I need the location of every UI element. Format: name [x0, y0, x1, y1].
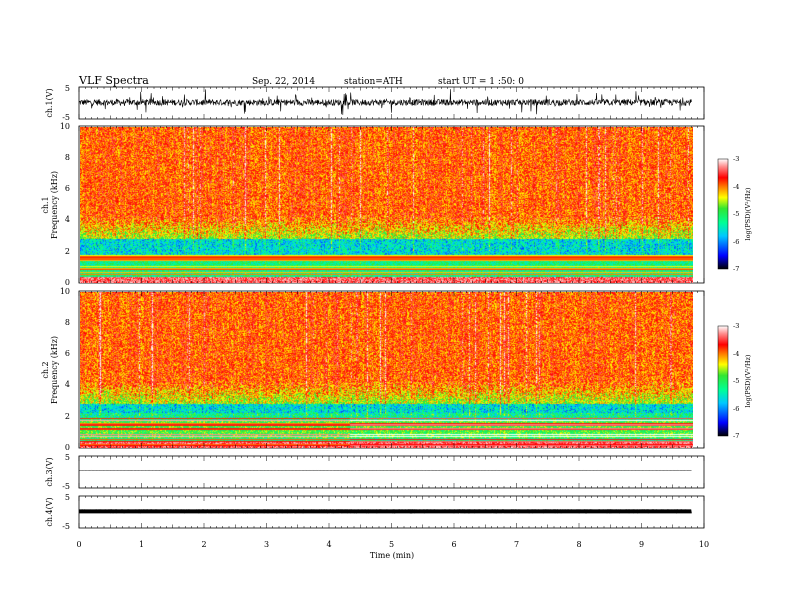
time-tick-label: 0 [76, 540, 81, 549]
ch2-freq-tick-10: 10 [60, 287, 70, 296]
ch1-spectrogram-image [80, 127, 693, 283]
ch4-waveform-ticks [78, 496, 705, 528]
ch2-colorbar-label: log(PSD)(V²/Hz) [744, 354, 752, 407]
ch1-waveform-panel: 5 -5 ch.1(V) [45, 84, 705, 122]
ch4-ylabel: ch.4(V) [45, 497, 54, 526]
ch1-colorbar-label: log(PSD)(V²/Hz) [744, 187, 752, 240]
ch1-colorbar [717, 158, 729, 270]
ch4-waveform-panel: 5 -5 ch.4(V) [45, 493, 705, 531]
time-tick-label: 3 [264, 540, 269, 549]
ch2-channel-label: ch.2 [41, 361, 50, 378]
time-tick-label: 8 [576, 540, 581, 549]
ch2-spectrogram-image [80, 292, 693, 448]
time-tick-label: 6 [451, 540, 456, 549]
ch2-freq-tick-6: 6 [65, 349, 70, 358]
time-tick-label: 7 [514, 540, 519, 549]
ch1-cb-tick-m4: -4 [733, 183, 739, 191]
ch2-freq-tick-8: 8 [65, 318, 70, 327]
ch1-cb-tick-m7: -7 [733, 265, 739, 273]
ch3-ytick-top: 5 [65, 453, 70, 462]
ch1-ylabel: ch.1(V) [45, 88, 54, 117]
station-label: station=ATH [344, 77, 403, 87]
time-tick-label: 2 [201, 540, 206, 549]
ch4-ytick-top: 5 [65, 493, 70, 502]
ch1-waveform-line [78, 89, 692, 115]
ch1-spectrogram-ticks [78, 126, 705, 283]
time-tick-label: 1 [139, 540, 144, 549]
ch2-cb-tick-m4: -4 [733, 350, 739, 358]
ch2-frequency-label: Frequency (kHz) [50, 336, 59, 404]
ch2-freq-tick-0: 0 [65, 443, 70, 452]
ch1-frequency-label: Frequency (kHz) [50, 171, 59, 239]
time-axis-label: Time (min) [370, 551, 414, 560]
ch1-channel-label: ch.1 [41, 196, 50, 213]
ch1-freq-tick-2: 2 [65, 247, 70, 256]
ch2-spectrogram-ticks [78, 291, 705, 448]
ch2-freq-tick-2: 2 [65, 412, 70, 421]
ch1-cb-tick-m5: -5 [733, 210, 739, 218]
time-tick-label: 9 [639, 540, 644, 549]
ch2-cb-tick-m7: -7 [733, 432, 739, 440]
start-time-label: start UT = 1 :50: 0 [438, 77, 524, 87]
ch4-ytick-bottom: -5 [62, 522, 70, 531]
ch1-freq-tick-0: 0 [65, 278, 70, 287]
time-axis-tick-labels: 0 1 2 3 4 5 6 7 8 9 10 [76, 540, 709, 549]
figure-title: VLF Spectra [78, 74, 149, 87]
ch1-cb-tick-m3: -3 [733, 155, 739, 163]
time-tick-label: 5 [389, 540, 394, 549]
ch1-freq-tick-10: 10 [60, 122, 70, 131]
ch3-ytick-bottom: -5 [62, 482, 70, 491]
ch2-cb-tick-m3: -3 [733, 322, 739, 330]
ch1-freq-tick-6: 6 [65, 184, 70, 193]
ch2-freq-tick-4: 4 [65, 380, 70, 389]
date-label: Sep. 22, 2014 [252, 77, 315, 87]
ch1-ytick-bottom: -5 [62, 113, 70, 122]
ch2-spectrogram-panel: 0 2 4 6 8 10 ch.2 Frequency (kHz) -3 -4 … [41, 287, 752, 452]
time-tick-label: 10 [699, 540, 709, 549]
ch1-ytick-top: 5 [65, 84, 70, 93]
ch2-cb-tick-m6: -6 [733, 405, 739, 413]
ch1-waveform-ticks [78, 87, 705, 119]
time-tick-label: 4 [326, 540, 331, 549]
ch2-cb-tick-m5: -5 [733, 377, 739, 385]
ch1-cb-tick-m6: -6 [733, 238, 739, 246]
ch1-spectrogram-panel: 0 2 4 6 8 10 ch.1 Frequency (kHz) -3 -4 [41, 122, 752, 287]
ch3-ylabel: ch.3(V) [45, 457, 54, 486]
ch1-freq-tick-4: 4 [65, 215, 70, 224]
ch2-colorbar [717, 325, 729, 437]
ch3-waveform-panel: 5 -5 ch.3(V) [45, 453, 705, 491]
ch3-waveform-ticks [78, 456, 705, 488]
ch1-freq-tick-8: 8 [65, 153, 70, 162]
